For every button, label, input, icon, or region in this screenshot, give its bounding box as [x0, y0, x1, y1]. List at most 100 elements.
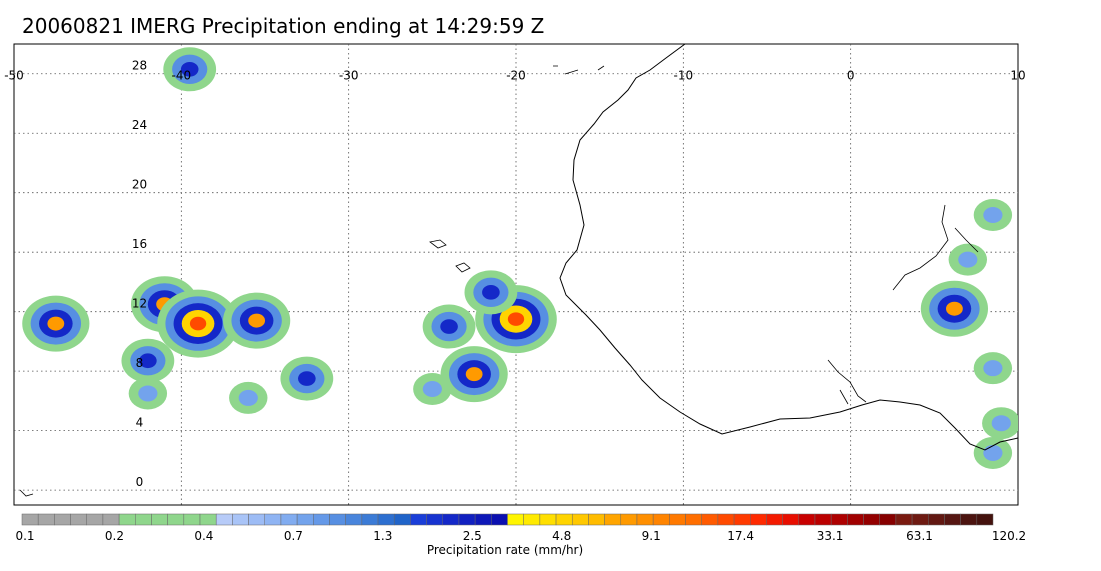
longitude-labels: -50 -40 -30 -20 -10 0 10 [4, 69, 1025, 83]
colorbar-swatch [847, 513, 864, 526]
colorbar-swatch [879, 513, 897, 526]
colorbar-swatch [248, 513, 265, 526]
colorbar-swatch [717, 513, 735, 526]
colorbar-swatch [750, 513, 767, 526]
lon-tick-label: 10 [1010, 69, 1025, 83]
colorbar-swatch [652, 513, 670, 526]
colorbar-tick-label: 63.1 [906, 529, 933, 543]
colorbar-swatch [70, 513, 87, 526]
colorbar-tick-label: 0.7 [284, 529, 303, 543]
colorbar-swatch [183, 513, 201, 526]
precip-cell [507, 312, 525, 326]
colorbar-swatch [102, 513, 120, 526]
precip-cell [422, 381, 442, 398]
colorbar-swatch [604, 513, 622, 526]
colorbar-tick-label: 0.4 [194, 529, 213, 543]
colorbar-swatch [814, 513, 832, 526]
colorbar-swatch [215, 513, 233, 526]
precip-cell [238, 389, 258, 406]
africa-coastline [559, 44, 1018, 451]
colorbar-tick-label: 17.4 [727, 529, 754, 543]
colorbar-tick-label: 0.1 [15, 529, 34, 543]
colorbar-swatch [588, 513, 605, 526]
colorbar-label: Precipitation rate (mm/hr) [426, 543, 584, 557]
colorbar-swatch [232, 513, 249, 526]
colorbar-swatch [895, 513, 913, 526]
colorbar-swatch [523, 513, 541, 526]
latitude-labels: 0 4 8 12 16 20 24 28 [132, 59, 147, 489]
colorbar-tick-label: 2.5 [463, 529, 482, 543]
precip-cell [139, 353, 157, 369]
coastline [19, 44, 1018, 497]
colorbar-swatch [782, 513, 800, 526]
lat-tick-label: 20 [132, 178, 147, 192]
colorbar-swatch [264, 513, 282, 526]
precip-cell [138, 385, 158, 402]
colorbar-swatch [345, 513, 363, 526]
lon-tick-label: 0 [847, 69, 855, 83]
lat-tick-label: 12 [132, 297, 147, 311]
lon-tick-label: -30 [339, 69, 359, 83]
colorbar-swatch [944, 513, 961, 526]
precip-cell [946, 301, 963, 316]
colorbar-swatch [798, 513, 816, 526]
precipitation-cells [22, 47, 1018, 469]
colorbar-tick-label: 4.8 [552, 529, 571, 543]
precip-cell [983, 207, 1003, 224]
colorbar-swatch [911, 513, 929, 526]
colorbar-swatch [458, 513, 476, 526]
colorbar-tick-label: 120.2 [992, 529, 1026, 543]
colorbar-swatch [37, 513, 55, 526]
lon-tick-label: -20 [506, 69, 526, 83]
colorbar-swatch [555, 513, 573, 526]
colorbar-swatch [329, 513, 346, 526]
colorbar-swatch [733, 513, 751, 526]
colorbar-swatch [507, 513, 524, 526]
lat-tick-label: 28 [132, 59, 147, 73]
precip-cell [298, 371, 316, 386]
colorbar-swatch [135, 513, 152, 526]
lat-tick-label: 4 [136, 416, 144, 430]
colorbar-swatch [539, 513, 557, 526]
colorbar-swatch [86, 513, 104, 526]
colorbar-swatch [313, 513, 330, 526]
colorbar-swatch [296, 513, 314, 526]
precip-cell [958, 251, 978, 268]
lon-tick-label: -40 [172, 69, 192, 83]
colorbar-swatch [685, 513, 702, 526]
colorbar-swatch [636, 513, 654, 526]
colorbar-swatch [21, 513, 39, 526]
precip-cell [248, 313, 266, 328]
colorbar-swatch [571, 513, 589, 526]
lon-tick-label: -10 [674, 69, 694, 83]
colorbar-swatch [863, 513, 880, 526]
precip-cell [180, 61, 199, 77]
island-3 [553, 65, 605, 75]
precip-cell [189, 316, 207, 331]
river-niger [827, 359, 867, 405]
colorbar-swatch [766, 513, 783, 526]
colorbar-swatch [960, 513, 978, 526]
colorbar-tick-label: 9.1 [642, 529, 661, 543]
colorbar-swatch [701, 513, 719, 526]
colorbar-swatch [830, 513, 848, 526]
lat-tick-label: 0 [136, 475, 144, 489]
colorbar-swatch [442, 513, 460, 526]
colorbar-tick-labels: 0.1 0.2 0.4 0.7 1.3 2.5 4.8 9.1 17.4 33.1 63.1 120.… [15, 529, 1026, 543]
colorbar [21, 513, 994, 526]
island-2 [455, 262, 471, 273]
colorbar-swatch [393, 513, 411, 526]
colorbar-swatch [976, 513, 994, 526]
lat-tick-label: 16 [132, 237, 147, 251]
colorbar-tick-label: 1.3 [373, 529, 392, 543]
precip-cell [991, 415, 1011, 432]
lat-tick-label: 24 [132, 118, 147, 132]
colorbar-swatch [280, 513, 298, 526]
colorbar-swatch [199, 513, 217, 526]
colorbar-swatch [151, 513, 168, 526]
lat-tick-label: 8 [136, 356, 144, 370]
island-4 [19, 489, 34, 497]
colorbar-swatch [410, 513, 427, 526]
precip-cell [47, 316, 65, 331]
